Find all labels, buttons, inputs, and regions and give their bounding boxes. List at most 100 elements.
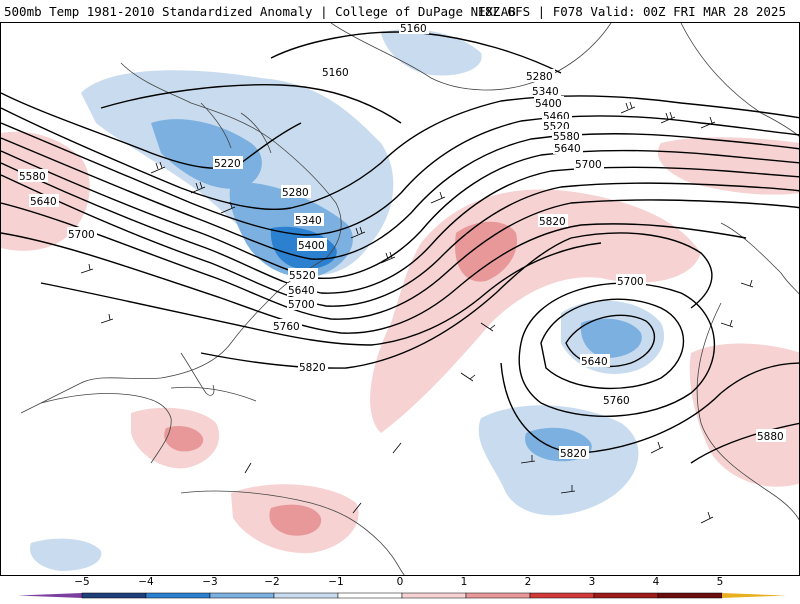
coastline-canada-islands (200, 102, 272, 154)
contour-5220 (1, 92, 302, 169)
wind-barb (430, 191, 446, 204)
model-run-info: 18Z GFS | F078 Valid: 00Z FRI MAR 28 202… (477, 4, 786, 19)
anomaly-positive-caribbean-core (164, 426, 204, 452)
contour-label: 5340 (295, 215, 322, 227)
contour-5520 (1, 162, 799, 294)
contour-label: 5580 (553, 131, 580, 143)
wind-barb (660, 111, 676, 124)
contour-label: 5880 (757, 431, 784, 443)
wind-barb (100, 313, 114, 324)
contour-label: 5760 (603, 395, 630, 407)
colorbar-extend-max (722, 593, 786, 598)
colorbar-scale (18, 592, 786, 599)
wind-barb (520, 455, 536, 464)
contour-label: 5160 (400, 23, 427, 35)
height-contours (1, 31, 799, 464)
anomaly-colorbar: −5 −4 −3 −2 −1 0 1 2 3 4 5 (0, 576, 800, 600)
colorbar-tick-label: −1 (328, 576, 344, 588)
contour-label: 5640 (581, 356, 608, 368)
anomaly-negative-greenland (381, 29, 482, 76)
contour-label: 5340 (532, 86, 559, 98)
wind-barb (350, 226, 366, 239)
anomaly-negative-cutoff-core (580, 318, 642, 358)
wind-barb (740, 279, 754, 288)
contour-label: 5580 (19, 171, 46, 183)
colorbar-tick-label: 0 (396, 576, 404, 588)
contour-5580 (1, 174, 799, 307)
contour-5340 (1, 115, 799, 236)
colorbar-extend-min (18, 593, 82, 598)
contour-5160-canada (100, 84, 402, 124)
contour-labels: 5160 5160 5220 5280 5280 5340 5340 5400 … (18, 23, 786, 460)
contour-label: 5700 (617, 276, 644, 288)
wind-barb (244, 462, 252, 474)
coastline-greenland (330, 23, 612, 91)
wind-barb (720, 319, 734, 328)
contour-5460 (1, 149, 799, 280)
colorbar-segment (81, 592, 147, 599)
wind-barb (650, 441, 664, 454)
contour-5820-ridge (200, 237, 572, 369)
coastline-europe (680, 23, 799, 137)
map-canvas: 5160 5160 5220 5280 5280 5340 5340 5400 … (1, 23, 799, 575)
wind-barb (620, 101, 636, 114)
title-bar: 500mb Temp 1981-2010 Standardized Anomal… (0, 0, 800, 22)
anomaly-positive-africa (689, 343, 799, 487)
anomaly-negative-canada-core (151, 119, 262, 189)
anomaly-positive-south-america-core (269, 504, 322, 536)
colorbar-tick-label: −3 (202, 576, 218, 588)
contour-label: 5820 (539, 216, 566, 228)
wind-barb (460, 372, 476, 382)
colorbar-segment (593, 592, 659, 599)
wind-barb (150, 161, 166, 174)
coastline-south-america (180, 490, 405, 575)
contour-label: 5700 (575, 159, 602, 171)
colorbar-segment (465, 592, 531, 599)
contour-label: 5280 (282, 187, 309, 199)
wind-barb (220, 201, 236, 214)
wind-barb (392, 442, 402, 454)
contour-label: 5520 (289, 270, 316, 282)
coastline-cuba (170, 386, 257, 402)
wind-barb (560, 485, 576, 494)
map-title: 500mb Temp 1981-2010 Standardized Anomal… (4, 4, 516, 19)
contour-label: 5280 (526, 71, 553, 83)
contour-5700-cutoff (540, 298, 685, 390)
contour-label: 5700 (288, 299, 315, 311)
colorbar-tick-label: 2 (524, 576, 532, 588)
wind-barb (380, 251, 396, 264)
contour-5820-south (500, 362, 799, 454)
coastline-gulf (40, 393, 172, 464)
wind-barb (480, 322, 496, 332)
wind-barb (190, 181, 206, 194)
anomaly-negative-southwest (30, 538, 102, 571)
wind-barb (700, 116, 716, 129)
colorbar-segment (401, 592, 467, 599)
anomaly-positive-atlantic-core (455, 221, 517, 282)
contour-label: 5700 (68, 229, 95, 241)
colorbar-tick-label: 4 (652, 576, 660, 588)
wind-barb (352, 502, 362, 514)
colorbar-tick-label: −5 (74, 576, 90, 588)
contour-label: 5820 (299, 362, 326, 374)
coastline-iberia (720, 222, 799, 295)
colorbar-tick-label: 5 (716, 576, 724, 588)
colorbar-segment (529, 592, 595, 599)
contour-5700 (1, 223, 747, 334)
map-panel: 5160 5160 5220 5280 5280 5340 5340 5400 … (0, 22, 800, 576)
anomaly-positive-east (657, 137, 799, 195)
wind-barb (80, 263, 94, 274)
colorbar-tick-label: 1 (460, 576, 468, 588)
contour-5820-ridge-east (570, 232, 713, 309)
contour-label: 5820 (560, 448, 587, 460)
contour-label: 5640 (554, 143, 581, 155)
contour-label: 5400 (535, 98, 562, 110)
wind-barb (700, 511, 714, 524)
colorbar-tick-label: 3 (588, 576, 596, 588)
coastline-florida (180, 352, 215, 396)
contour-label: 5220 (214, 158, 241, 170)
colorbar-segment (145, 592, 211, 599)
contour-label: 5760 (273, 321, 300, 333)
contour-label: 5640 (30, 196, 57, 208)
colorbar-segment (273, 592, 339, 599)
